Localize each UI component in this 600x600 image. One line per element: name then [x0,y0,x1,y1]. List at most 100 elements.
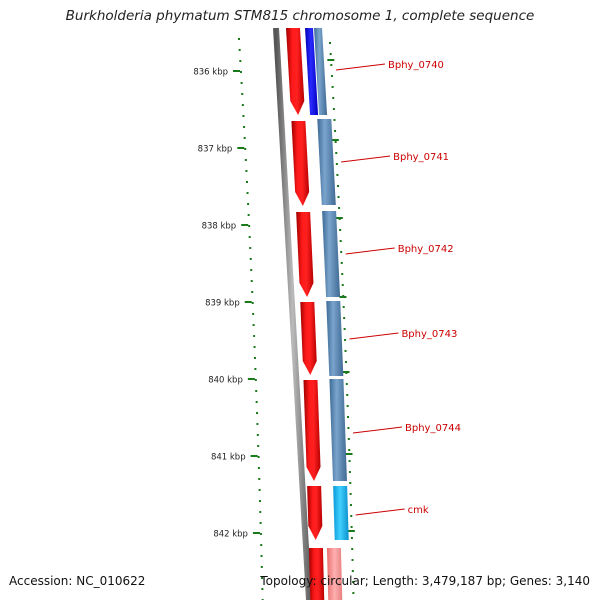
gc-dot [251,302,254,304]
gc-dot [350,537,353,539]
gc-dot [349,493,352,495]
reverse-cds [333,486,349,540]
gc-dot [249,258,252,260]
gc-dot [347,438,350,440]
gc-dot [242,115,245,117]
gene-label-leader [355,508,405,516]
gc-dot [255,401,258,403]
gc-dot [260,555,263,557]
gc-dot [258,489,261,491]
gc-dot [352,592,355,594]
reverse-cds [329,379,347,481]
gc-dot [257,445,260,447]
gene-label[interactable]: Bphy_0742 [398,244,454,255]
gc-dot [254,368,257,370]
gene-label-leader [345,247,395,255]
gc-dot [256,434,259,436]
gc-dot [254,379,257,381]
scale-tick-label: 839 kbp [205,299,240,309]
gc-dot [334,141,337,143]
gene-label-leader [335,63,386,71]
gc-dot [244,159,247,161]
reverse-strand-track [305,28,349,540]
gc-dot [335,152,338,154]
forward-cds [303,380,321,481]
gc-dot [238,49,241,51]
gc-dot [238,38,240,40]
gc-dot [341,284,344,286]
forward-cds [307,486,323,540]
gc-dot [250,280,253,282]
reverse-cds [314,28,328,115]
gc-dot [329,53,332,55]
forward-cds [300,302,317,375]
gc-dot [344,361,347,363]
backbone-arc [273,27,312,600]
gc-dot [345,383,348,385]
gc-dot [350,515,353,517]
gc-dot [332,97,335,99]
gene-label[interactable]: cmk [408,505,429,516]
gc-dot [352,581,355,583]
gc-dot [351,548,354,550]
gc-dot [244,148,247,150]
gc-dot [248,225,251,227]
gc-dot [351,559,354,561]
gc-dot [348,460,351,462]
gene-label[interactable]: Bphy_0741 [393,152,449,163]
gc-dot [253,335,256,337]
gc-dot [348,449,351,451]
gc-dot [246,192,249,194]
gene-label[interactable]: Bphy_0743 [401,329,457,340]
gc-dot [253,357,256,359]
gc-dot [256,412,259,414]
gc-dot [346,394,349,396]
gene-label[interactable]: Bphy_0740 [388,60,444,71]
scale-tick-label: 842 kbp [213,530,248,540]
gene-label-leader [349,332,399,340]
accession-text: Accession: NC_010622 [9,574,146,588]
scale-tick-label: 836 kbp [193,68,228,78]
gc-dot [329,42,331,44]
gc-dot [258,478,261,480]
gc-dot [257,467,260,469]
map-title: Burkholderia phymatum STM815 chromosome … [65,8,535,24]
gc-dot [343,317,346,319]
gc-dot [260,566,263,568]
gc-dot [249,247,252,249]
gc-dot [256,423,259,425]
gc-dot [337,196,340,198]
gc-dot [260,544,263,546]
gc-skew-track [238,38,355,600]
gc-dot [335,163,338,165]
genome-summary: Topology: circular; Length: 3,479,187 bp… [260,574,590,588]
gc-dot [338,207,341,209]
gc-dot [351,570,354,572]
gc-dot [339,240,342,242]
gc-dot [243,126,246,128]
gene-label-leader [352,426,403,434]
scale-tick-label: 838 kbp [202,222,237,232]
gc-dot [259,533,262,535]
forward-cds [286,28,305,115]
gc-dot [257,456,260,458]
gene-labels: Bphy_0740 Bphy_0741 Bphy_0742 Bphy_0743 Bphy… [335,60,461,516]
gc-dot [336,174,339,176]
gc-dot [344,339,347,341]
gc-dot [248,236,251,238]
gc-dot [347,427,350,429]
forward-cds [308,548,325,600]
reverse-cds [317,119,336,205]
forward-cds [291,121,310,206]
gc-dot [259,522,262,524]
gc-dot [333,119,336,121]
gc-dot [251,291,254,293]
gc-dot [332,108,335,110]
gc-dot [336,185,339,187]
gc-dot [349,504,352,506]
gene-label[interactable]: Bphy_0744 [405,423,461,434]
gc-dot [347,416,350,418]
gc-dot [348,471,351,473]
gc-dot [340,251,343,253]
